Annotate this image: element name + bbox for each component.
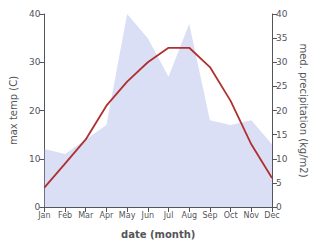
svg-text:Aug: Aug [181, 211, 197, 220]
svg-text:30: 30 [276, 57, 288, 67]
svg-text:Feb: Feb [58, 211, 72, 220]
svg-text:med. precipitation (kg/m2): med. precipitation (kg/m2) [298, 43, 309, 177]
svg-text:Sep: Sep [202, 211, 217, 220]
svg-text:25: 25 [276, 81, 287, 91]
svg-text:Jul: Jul [163, 211, 174, 220]
svg-text:Apr: Apr [100, 211, 115, 220]
svg-text:Mar: Mar [78, 211, 94, 220]
svg-text:Dec: Dec [264, 211, 279, 220]
svg-text:10: 10 [29, 154, 41, 164]
svg-text:May: May [119, 211, 136, 220]
svg-text:0: 0 [34, 202, 41, 212]
svg-text:20: 20 [29, 106, 41, 116]
svg-text:35: 35 [276, 33, 287, 43]
svg-text:date (month): date (month) [121, 229, 195, 240]
svg-text:15: 15 [276, 130, 287, 140]
svg-text:20: 20 [276, 106, 288, 116]
svg-text:max temp (C): max temp (C) [8, 76, 19, 145]
svg-text:Oct: Oct [224, 211, 238, 220]
svg-text:30: 30 [29, 57, 41, 67]
svg-text:Jun: Jun [141, 211, 155, 220]
svg-text:40: 40 [29, 9, 41, 19]
svg-text:10: 10 [276, 154, 288, 164]
svg-text:40: 40 [276, 9, 288, 19]
svg-text:Nov: Nov [243, 211, 259, 220]
svg-text:0: 0 [276, 202, 282, 212]
svg-text:Jan: Jan [37, 211, 50, 220]
svg-text:5: 5 [276, 178, 282, 188]
